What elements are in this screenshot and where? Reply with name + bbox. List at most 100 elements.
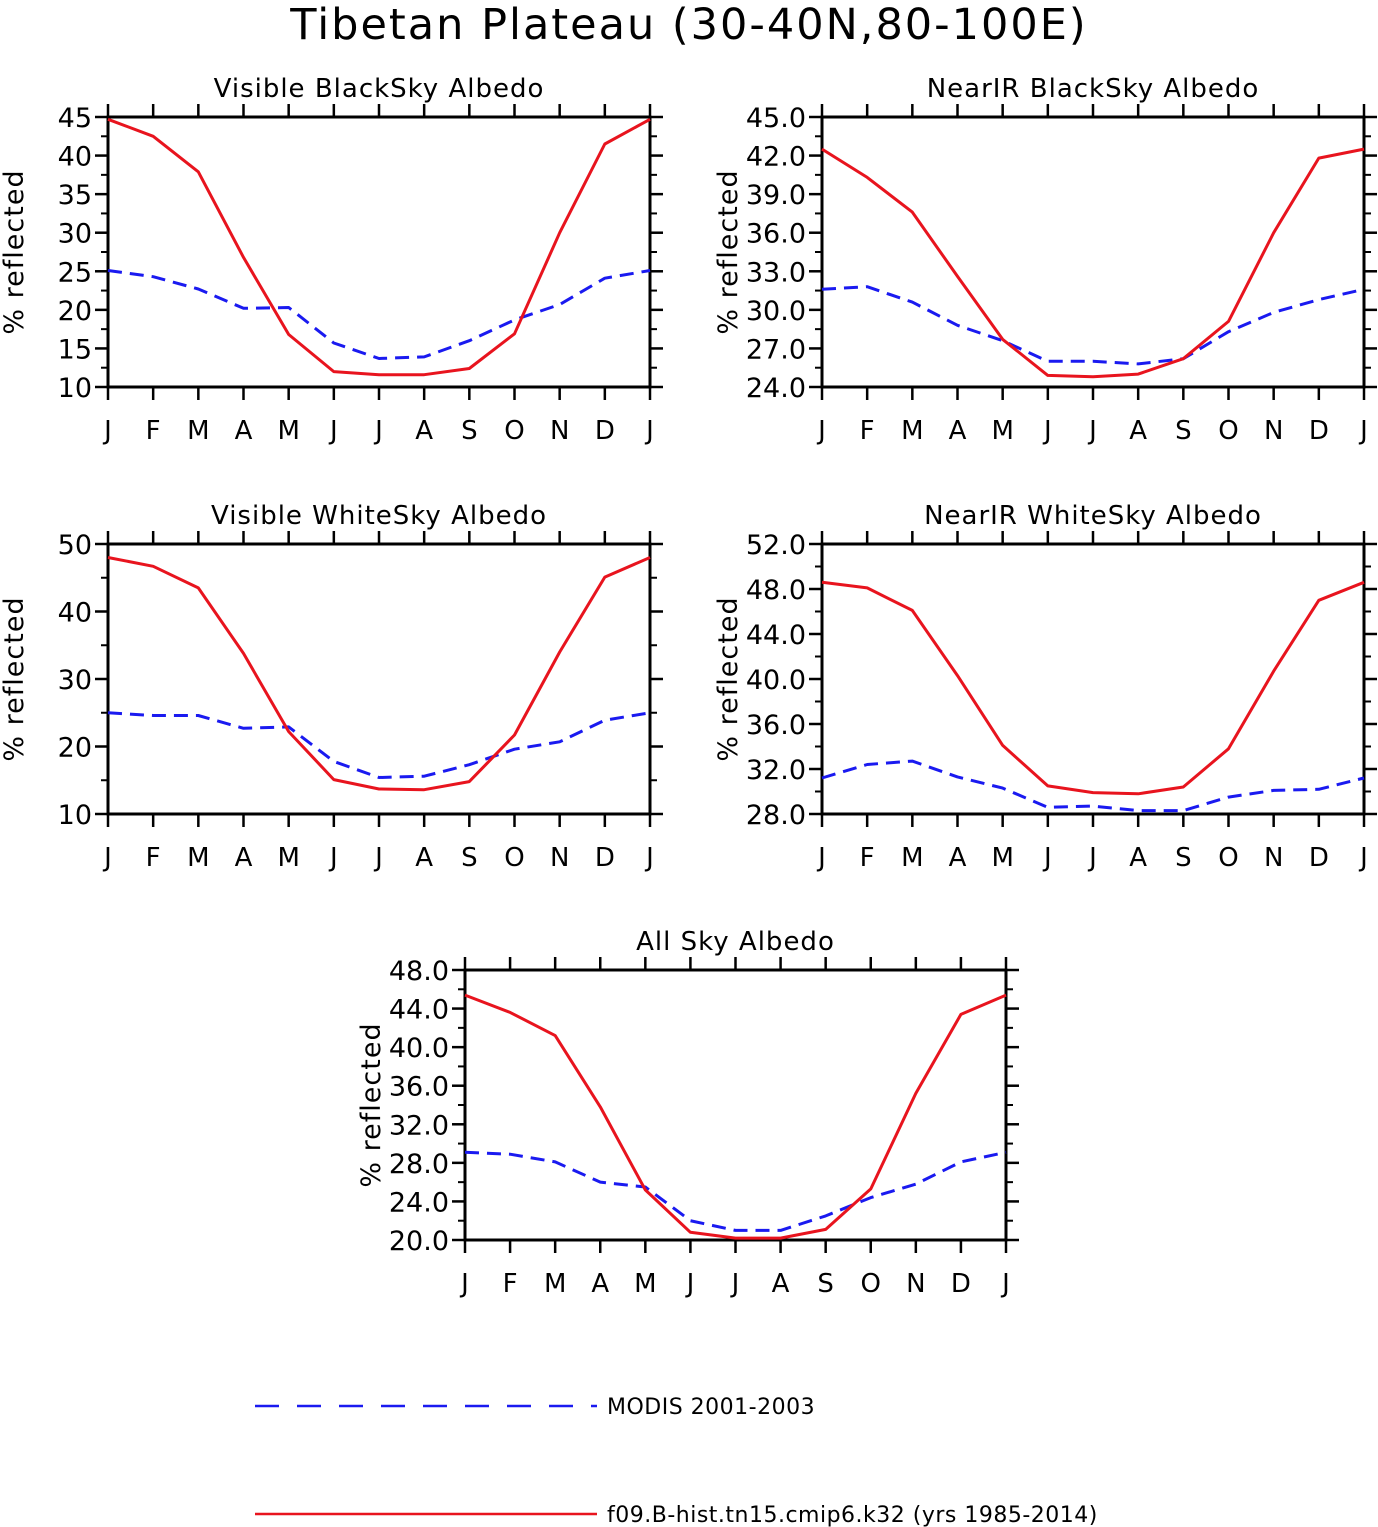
- x-tick-label: N: [906, 1269, 925, 1299]
- x-tick-label: J: [644, 843, 654, 873]
- x-tick-label: J: [730, 1269, 740, 1299]
- y-tick-label: 20: [58, 733, 92, 764]
- plot-frame: [820, 542, 1366, 816]
- x-tick-label: J: [1087, 843, 1097, 873]
- x-tick-label: A: [1129, 843, 1147, 873]
- x-tick-label: J: [102, 843, 112, 873]
- x-tick-label: J: [373, 843, 383, 873]
- y-tick-label: 39.0: [746, 180, 806, 211]
- y-tick-label: 40: [58, 142, 92, 173]
- series-line-model: [464, 993, 1007, 1240]
- y-tick-label: 35: [58, 180, 92, 211]
- series-line-modis: [464, 1150, 1007, 1232]
- series-line-modis: [107, 269, 651, 360]
- panel-title: Visible WhiteSky Albedo: [211, 501, 547, 531]
- x-tick-label: A: [772, 1269, 790, 1299]
- x-tick-label: A: [1129, 416, 1147, 446]
- x-tick-label: S: [817, 1269, 834, 1299]
- x-tick-label: A: [949, 843, 967, 873]
- x-tick-label: D: [1309, 843, 1329, 873]
- x-tick-label: M: [277, 843, 299, 873]
- y-tick-label: 28.0: [746, 800, 806, 831]
- y-tick-label: 33.0: [746, 257, 806, 288]
- series-line-modis: [107, 711, 651, 779]
- series-line-model: [107, 556, 651, 792]
- y-tick-label: 15: [58, 334, 92, 365]
- y-tick-label: 28.0: [389, 1149, 449, 1180]
- x-tick-label: N: [550, 843, 569, 873]
- x-tick-label: N: [1264, 843, 1283, 873]
- x-tick-label: J: [1042, 843, 1052, 873]
- x-tick-label: O: [1218, 843, 1238, 873]
- x-tick-label: A: [591, 1269, 609, 1299]
- panel-title: Visible BlackSky Albedo: [214, 74, 545, 104]
- x-tick-label: A: [235, 416, 253, 446]
- x-tick-label: J: [1000, 1269, 1010, 1299]
- y-tick-label: 20.0: [389, 1226, 449, 1257]
- x-tick-label: A: [415, 843, 433, 873]
- x-tick-label: M: [901, 416, 923, 446]
- x-tick-label: O: [504, 416, 524, 446]
- x-tick-label: F: [503, 1269, 518, 1299]
- y-tick-label: 45: [58, 103, 92, 134]
- x-tick-label: J: [328, 416, 338, 446]
- x-tick-label: F: [146, 843, 161, 873]
- x-tick-label: J: [1358, 416, 1368, 446]
- plot-frame: [106, 115, 652, 389]
- y-axis-label: % reflected: [713, 596, 744, 761]
- x-tick-label: M: [991, 843, 1013, 873]
- plot-frame: [820, 115, 1366, 389]
- x-tick-label: J: [1042, 416, 1052, 446]
- x-tick-label: F: [146, 416, 161, 446]
- y-tick-label: 44.0: [389, 995, 449, 1026]
- x-tick-label: J: [328, 843, 338, 873]
- y-tick-label: 40.0: [389, 1033, 449, 1064]
- panel-title: All Sky Albedo: [636, 927, 835, 957]
- x-tick-label: J: [816, 843, 826, 873]
- y-tick-label: 45.0: [746, 103, 806, 134]
- x-tick-label: J: [685, 1269, 695, 1299]
- legend-entry-2: f09.B-hist.tn15.cmip6.k32 (yrs 1985-2014…: [255, 1503, 1097, 1527]
- x-tick-label: M: [277, 416, 299, 446]
- y-axis-label: % reflected: [0, 169, 30, 334]
- y-tick-label: 36.0: [746, 710, 806, 741]
- x-tick-label: M: [634, 1269, 656, 1299]
- plot-frame: [463, 968, 1008, 1242]
- y-axis-label: % reflected: [713, 169, 744, 334]
- y-tick-label: 30: [58, 219, 92, 250]
- x-tick-label: M: [187, 843, 209, 873]
- x-tick-label: F: [860, 843, 875, 873]
- x-tick-label: M: [544, 1269, 566, 1299]
- panel-title: NearIR BlackSky Albedo: [927, 74, 1260, 104]
- x-tick-label: D: [595, 416, 615, 446]
- series-line-modis: [821, 285, 1365, 366]
- y-tick-label: 24.0: [746, 373, 806, 404]
- y-tick-label: 48.0: [389, 956, 449, 987]
- x-tick-label: D: [951, 1269, 971, 1299]
- y-tick-label: 30: [58, 665, 92, 696]
- y-tick-label: 36.0: [746, 219, 806, 250]
- x-tick-label: J: [373, 416, 383, 446]
- x-tick-label: S: [1175, 843, 1192, 873]
- y-tick-label: 42.0: [746, 142, 806, 173]
- y-tick-label: 27.0: [746, 334, 806, 365]
- x-tick-label: N: [550, 416, 569, 446]
- x-tick-label: O: [1218, 416, 1238, 446]
- x-tick-label: J: [102, 416, 112, 446]
- figure-title: Tibetan Plateau (30-40N,80-100E): [290, 0, 1088, 50]
- y-tick-label: 48.0: [746, 575, 806, 606]
- series-line-model: [107, 117, 651, 377]
- y-tick-label: 30.0: [746, 296, 806, 327]
- y-tick-label: 50: [58, 530, 92, 561]
- x-tick-label: A: [949, 416, 967, 446]
- x-tick-label: F: [860, 416, 875, 446]
- y-tick-label: 32.0: [389, 1110, 449, 1141]
- legend-entry-1: MODIS 2001-2003: [255, 1395, 815, 1420]
- y-tick-label: 40.0: [746, 665, 806, 696]
